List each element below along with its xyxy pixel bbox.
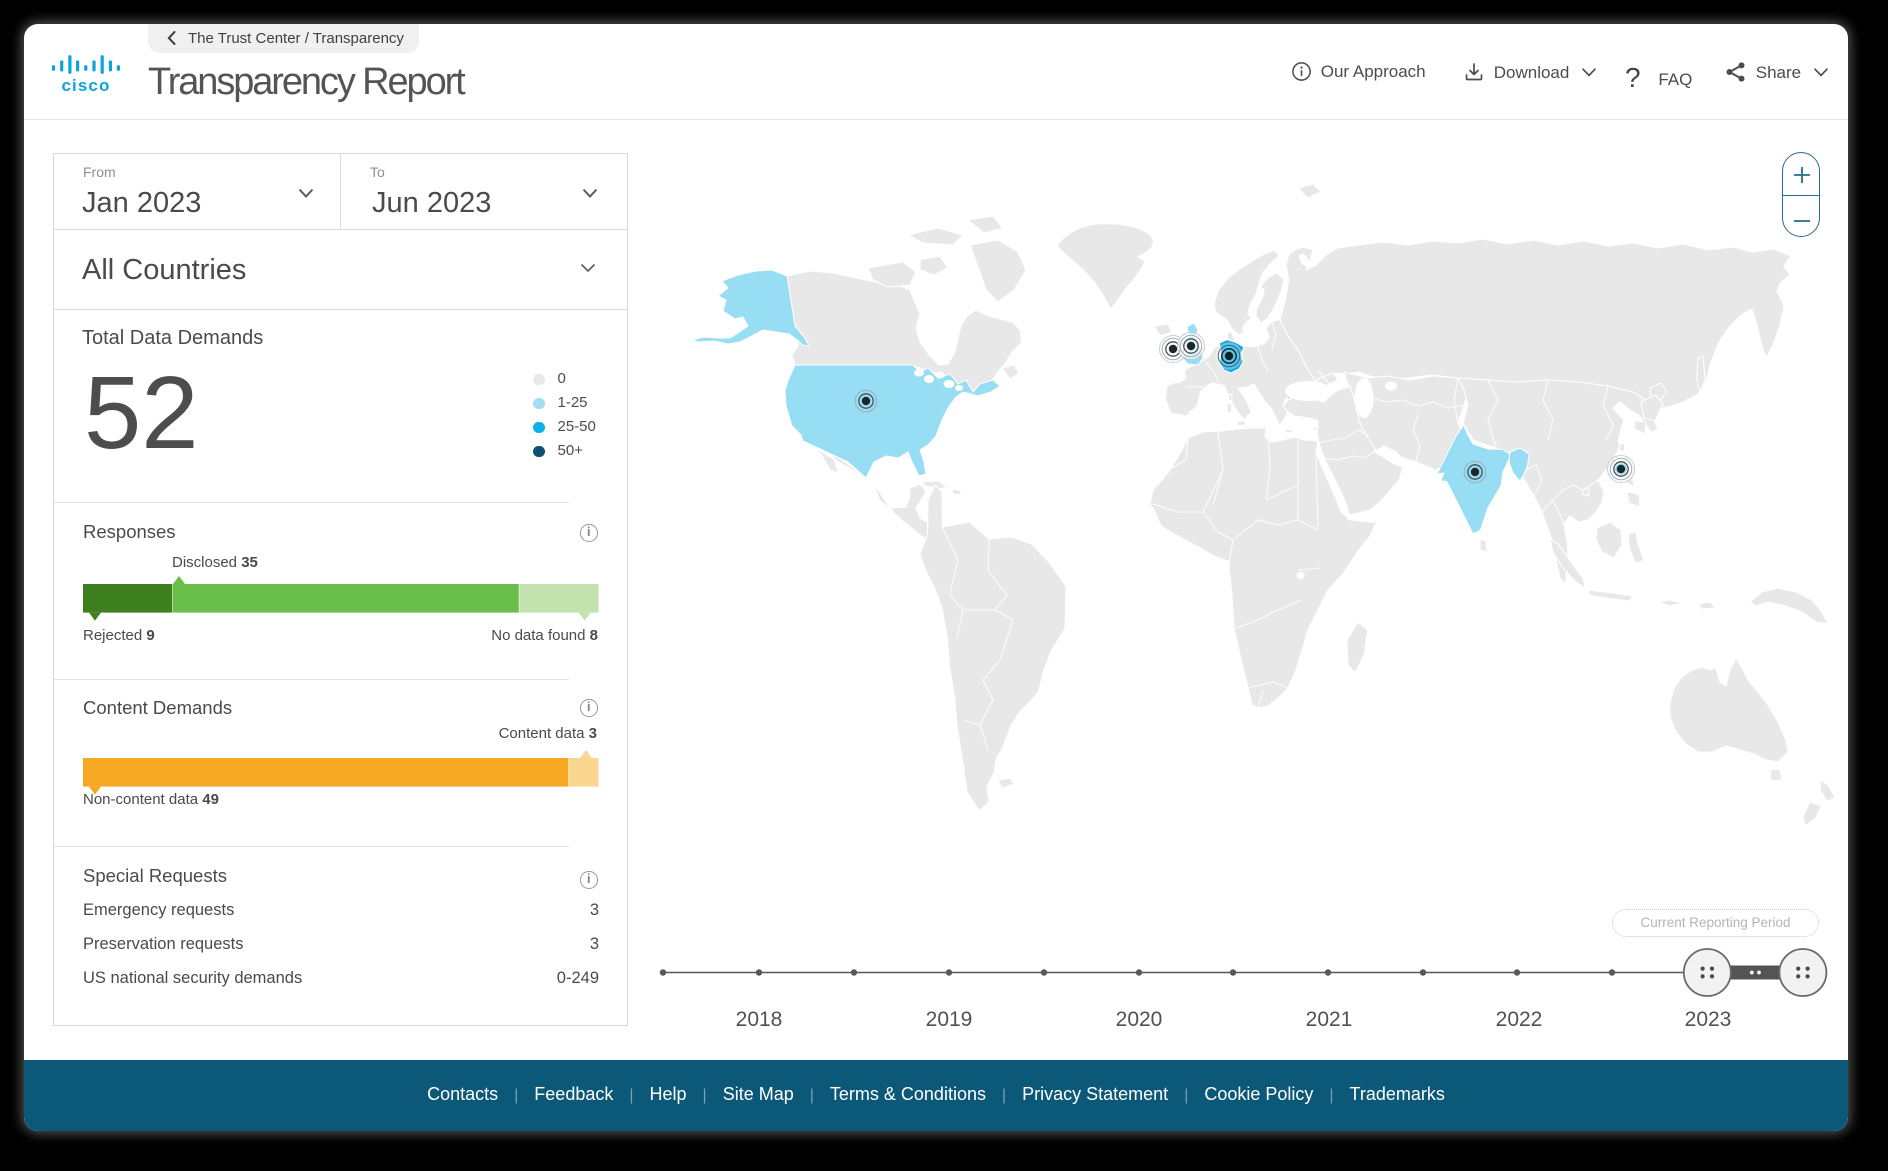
svg-text:cisco: cisco xyxy=(62,76,111,93)
